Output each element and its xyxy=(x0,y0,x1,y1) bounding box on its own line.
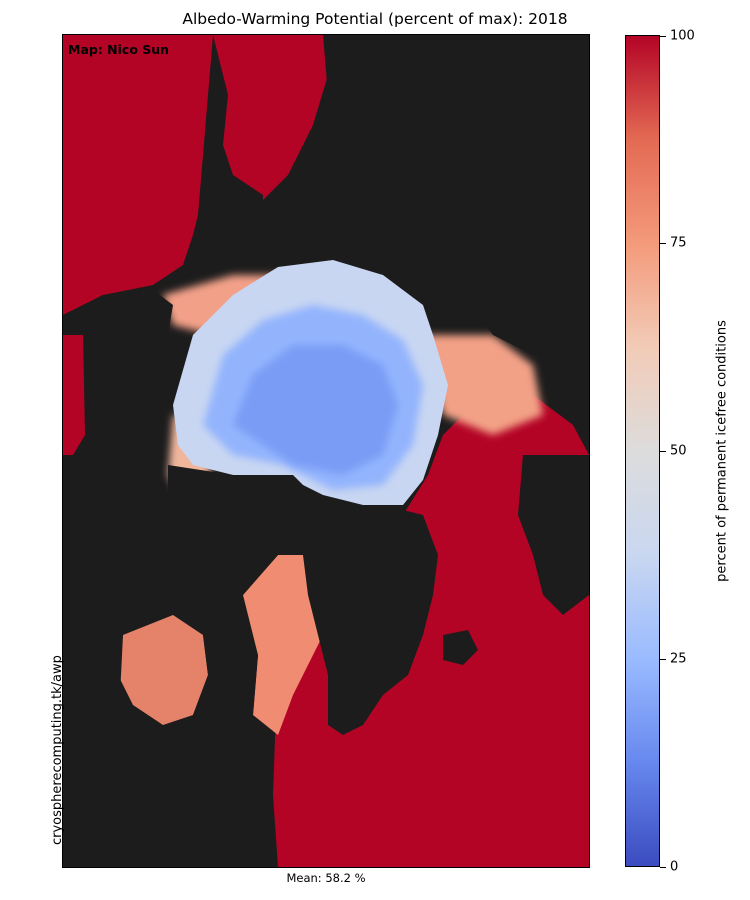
north-america-interior xyxy=(63,455,143,835)
atlantic-ocean xyxy=(273,395,589,867)
colorbar-tick-0 xyxy=(660,867,666,868)
siberia-north xyxy=(303,35,589,355)
bering-pacific-ocean xyxy=(63,35,213,315)
greenland xyxy=(303,505,438,735)
labrador xyxy=(193,615,258,735)
east-siberia xyxy=(193,35,263,275)
mean-value-label: Mean: 58.2 % xyxy=(286,871,366,885)
source-url: cryospherecomputing.tk/awp xyxy=(50,655,65,845)
colorbar-tick-label: 0 xyxy=(670,859,679,875)
colorbar-label: percent of permanent icefree conditions xyxy=(714,320,730,582)
colorbar-tick-label: 75 xyxy=(670,235,687,251)
bering-strait-left xyxy=(63,335,85,455)
central-sea-ice xyxy=(173,260,448,505)
iceland xyxy=(443,630,478,665)
arctic-map xyxy=(62,34,590,868)
alaska xyxy=(63,290,173,385)
colorbar xyxy=(625,35,660,867)
map-canvas xyxy=(63,35,589,867)
land-masses xyxy=(63,35,589,835)
colorbar-tick-75 xyxy=(660,243,666,244)
colorbar-tick-label: 100 xyxy=(670,28,695,44)
chukchi-channel xyxy=(213,35,328,205)
colorbar-tick-25 xyxy=(660,659,666,660)
chart-title: Albedo-Warming Potential (percent of max… xyxy=(182,10,568,28)
map-credit: Map: Nico Sun xyxy=(68,42,170,57)
colorbar-tick-100 xyxy=(660,36,666,37)
colorbar-tick-label: 50 xyxy=(670,443,687,459)
kara-barents-transition xyxy=(423,335,543,435)
colorbar-tick-label: 25 xyxy=(670,651,687,667)
hudson-bay xyxy=(118,615,208,725)
baffin-bay xyxy=(243,555,323,735)
colorbar-tick-50 xyxy=(660,451,666,452)
canadian-archipelago xyxy=(168,465,323,595)
scandinavia xyxy=(518,455,589,615)
